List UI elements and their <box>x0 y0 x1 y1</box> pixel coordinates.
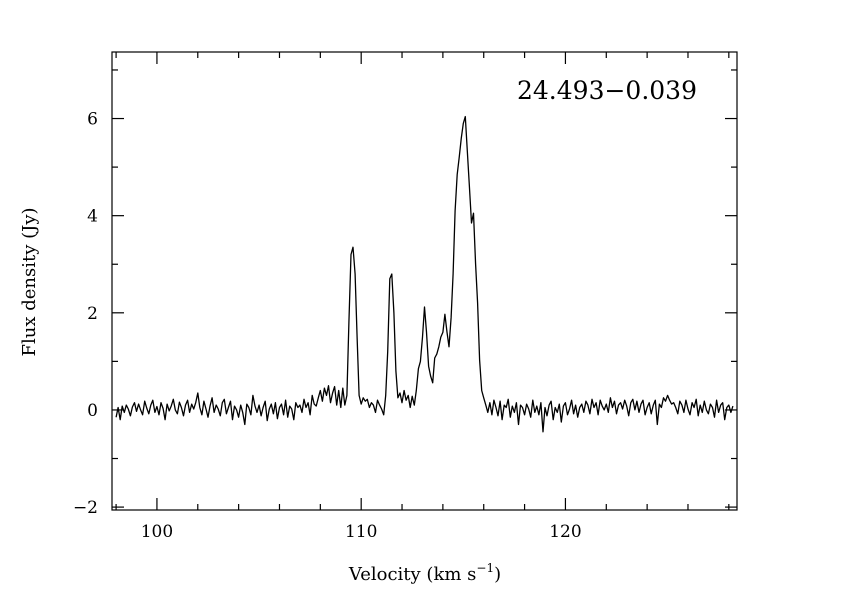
x-axis-label-superscript: −1 <box>476 561 494 575</box>
x-axis-label: Velocity (km s−1) <box>348 561 501 585</box>
plot-frame <box>111 51 738 511</box>
y-tick-label: 4 <box>87 207 98 227</box>
spectrum-line <box>115 115 734 433</box>
x-axis-label-main: Velocity (km s <box>348 564 477 585</box>
y-tick-labels: −2 0 2 4 6 <box>73 110 98 519</box>
x-tick-label: 110 <box>345 522 377 542</box>
y-tick-label: −2 <box>73 498 98 518</box>
source-annotation: 24.493−0.039 <box>517 76 697 105</box>
y-tick-label: 0 <box>87 401 98 421</box>
x-tick-label: 100 <box>141 522 173 542</box>
y-axis-label: Flux density (Jy) <box>19 207 40 356</box>
x-tick-label: 120 <box>549 522 581 542</box>
x-tick-labels: 100 110 120 <box>141 522 582 542</box>
x-axis-label-end: ) <box>494 564 501 585</box>
y-tick-label: 6 <box>87 110 98 130</box>
y-tick-label: 2 <box>87 304 98 324</box>
axis-ticks <box>112 52 737 510</box>
